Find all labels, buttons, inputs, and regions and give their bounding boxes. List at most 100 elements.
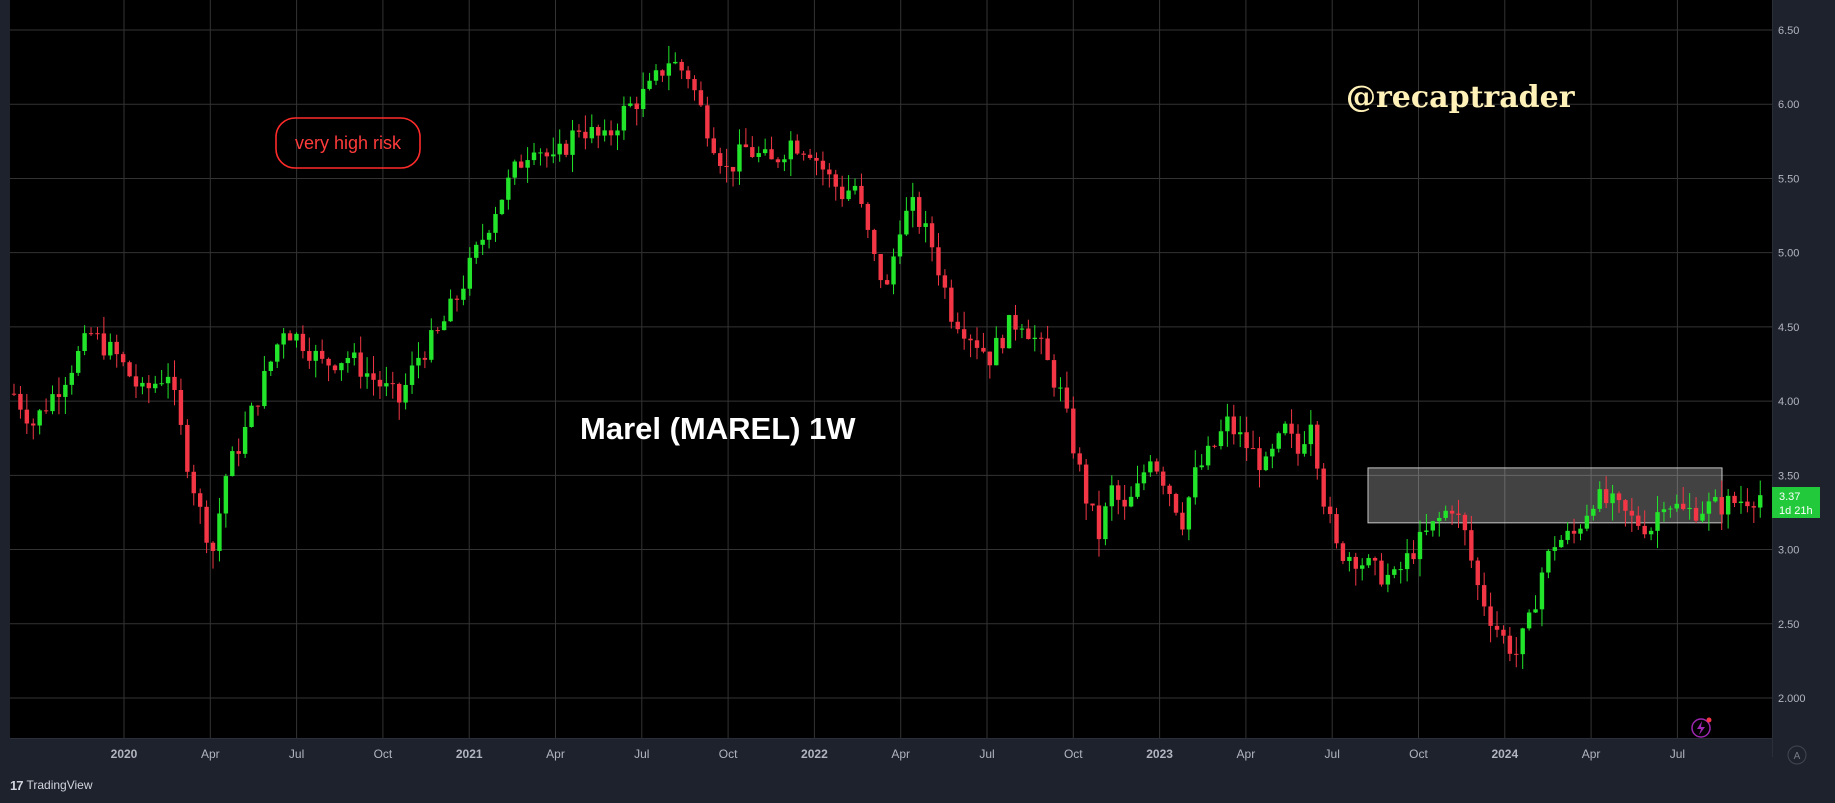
price-axis[interactable]: 2.000 2.50 3.00 3.50 4.00 4.50 5.00 5.50 6.00 6.5… xyxy=(1778,25,1806,705)
time-tick-label: 2021 xyxy=(456,747,483,761)
candle-body xyxy=(795,140,800,154)
candle-body xyxy=(1173,493,1179,513)
candle-body xyxy=(1366,557,1371,566)
candle-body xyxy=(1096,505,1102,540)
candle xyxy=(544,148,550,168)
candle xyxy=(37,408,42,435)
price-tick-label: 3.50 xyxy=(1778,470,1799,482)
candle xyxy=(576,124,582,138)
candle-body xyxy=(268,361,273,371)
candle-body xyxy=(1128,496,1134,507)
candle xyxy=(974,327,980,360)
candle-body xyxy=(987,351,993,366)
candle-body xyxy=(441,321,447,331)
candle-body xyxy=(88,333,94,335)
candle-body xyxy=(37,410,42,426)
candle xyxy=(486,229,492,249)
candle xyxy=(499,199,505,216)
candle xyxy=(1071,396,1076,459)
candle-body xyxy=(563,143,569,155)
candle-body xyxy=(101,333,107,356)
candle-body xyxy=(1199,465,1204,468)
candle-body xyxy=(1212,445,1217,447)
candle-body xyxy=(602,130,607,136)
plot-background xyxy=(10,0,1772,738)
time-tick-label: Jul xyxy=(289,747,304,761)
price-axis-border xyxy=(1772,0,1773,757)
candle xyxy=(409,351,415,394)
candle xyxy=(1032,325,1037,352)
candle-body xyxy=(1308,424,1314,445)
candle-body xyxy=(531,152,537,161)
candle-body xyxy=(1725,495,1731,515)
candle-body xyxy=(255,405,261,407)
candle-body xyxy=(210,542,216,551)
candle-body xyxy=(1019,328,1025,330)
candle-body xyxy=(1360,565,1365,569)
candle-body xyxy=(275,344,280,362)
candle xyxy=(1308,410,1314,457)
candle xyxy=(31,418,36,440)
candle xyxy=(1257,436,1262,488)
candle xyxy=(18,386,23,419)
candle xyxy=(1276,431,1281,453)
candle-body xyxy=(807,154,813,158)
candle-body xyxy=(11,393,17,395)
candle-body xyxy=(326,358,331,366)
candle-body xyxy=(1385,574,1391,585)
candle-body xyxy=(692,79,697,91)
candle xyxy=(1225,403,1230,447)
candle-body xyxy=(1449,510,1455,514)
candle-body xyxy=(474,244,479,258)
candle-body xyxy=(76,351,81,373)
candle-body xyxy=(743,144,749,148)
candle-body xyxy=(1738,501,1744,504)
candle-body xyxy=(685,70,691,80)
candle xyxy=(1000,334,1005,354)
candle-body xyxy=(384,383,389,387)
time-axis[interactable]: 2020 Apr Jul Oct 2021 Apr Jul Oct 2022 Apr Jul Oct 2… xyxy=(111,747,1685,761)
candle xyxy=(127,360,132,378)
candle-body xyxy=(1751,506,1757,508)
candle xyxy=(1051,354,1057,397)
candle-body xyxy=(493,214,498,233)
candle-body xyxy=(1732,495,1737,504)
candle xyxy=(1244,416,1249,462)
candle xyxy=(146,375,152,404)
candle xyxy=(1738,485,1744,514)
candle-body xyxy=(1013,315,1018,330)
candle-body xyxy=(1552,547,1557,551)
tradingview-wordmark: TradingView xyxy=(26,778,93,792)
candle xyxy=(461,275,466,306)
candle xyxy=(1263,451,1269,472)
candle-body xyxy=(1180,512,1185,530)
candle-body xyxy=(750,147,755,157)
candle xyxy=(1430,520,1436,537)
candle xyxy=(230,446,235,477)
candle-body xyxy=(673,61,678,64)
bar-countdown: 1d 21h xyxy=(1779,505,1813,517)
candle-body xyxy=(191,471,196,494)
auto-scale-button[interactable]: A xyxy=(1787,745,1807,765)
candle xyxy=(210,541,216,569)
candle-body xyxy=(249,405,254,427)
candles-layer xyxy=(11,45,1763,670)
candle-body xyxy=(1616,493,1622,501)
candle-body xyxy=(1039,337,1044,339)
candle xyxy=(1282,421,1288,436)
candle-body xyxy=(1597,489,1602,509)
candle xyxy=(1725,489,1731,529)
tradingview-branding[interactable]: 17 TradingView xyxy=(10,776,93,794)
candle-body xyxy=(1321,468,1326,507)
replay-lightning-icon[interactable] xyxy=(1691,717,1712,738)
candle xyxy=(1437,511,1442,537)
candle xyxy=(904,197,909,236)
candle-body xyxy=(1443,510,1448,518)
candle-body xyxy=(1244,432,1249,449)
candle xyxy=(153,375,158,393)
candle xyxy=(1160,466,1166,495)
candle xyxy=(955,312,960,334)
candle xyxy=(1616,491,1622,513)
candle xyxy=(1019,323,1025,339)
